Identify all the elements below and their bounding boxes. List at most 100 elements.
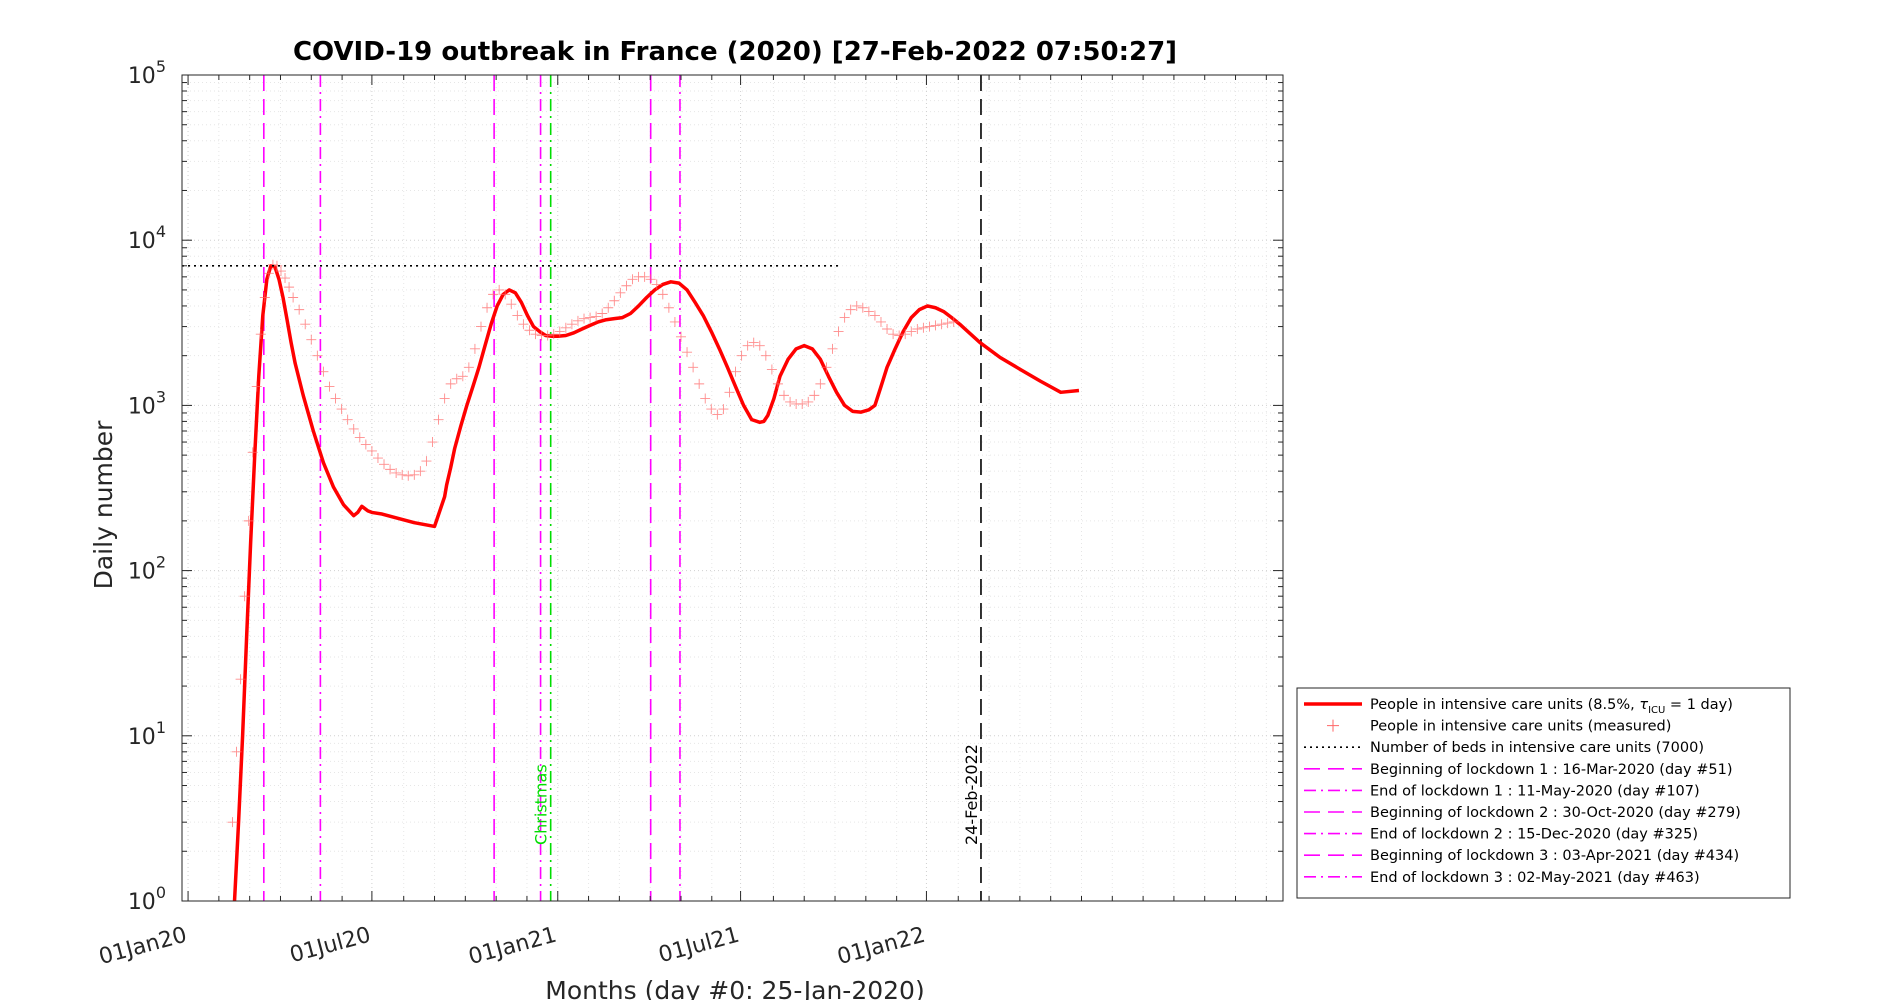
measured-point <box>300 319 311 330</box>
measured-point <box>548 329 559 340</box>
measured-point <box>663 302 674 313</box>
measured-point <box>930 320 941 331</box>
measured-markers <box>227 259 959 828</box>
measured-point <box>785 396 796 407</box>
plot-frame <box>181 74 1284 902</box>
legend-entry: End of lockdown 3 : 02-May-2021 (day #46… <box>1370 870 1700 886</box>
measured-point <box>936 319 947 330</box>
event-line-label: 24-Feb-2022 <box>962 744 981 845</box>
measured-point <box>706 404 717 415</box>
y-axis-label: Daily number <box>89 420 118 589</box>
measured-point <box>354 432 365 443</box>
legend-entry: People in intensive care units (measured… <box>1370 719 1671 735</box>
measured-point <box>736 350 747 361</box>
measured-point <box>397 469 408 480</box>
measured-point <box>882 324 893 335</box>
measured-point <box>669 316 680 327</box>
chart-title: COVID-19 outbreak in France (2020) [27-F… <box>293 37 1177 67</box>
measured-point <box>512 310 523 321</box>
legend: People in intensive care units (8.5%, τI… <box>1296 687 1791 899</box>
measured-point <box>718 404 729 415</box>
measured-point <box>403 470 414 481</box>
measured-point <box>494 284 505 295</box>
legend-entry: End of lockdown 1 : 11-May-2020 (day #10… <box>1370 783 1700 799</box>
measured-point <box>366 445 377 456</box>
minor-grid <box>182 75 1283 901</box>
measured-point <box>385 464 396 475</box>
legend-swatch <box>1327 719 1339 732</box>
vertical-event-lines: Christmas 24-Feb-2022 <box>263 75 982 901</box>
legend-entry: Beginning of lockdown 3 : 03-Apr-2021 (d… <box>1370 848 1739 864</box>
measured-point <box>851 300 862 311</box>
measured-point <box>900 329 911 340</box>
measured-point <box>766 364 777 375</box>
measured-point <box>554 326 565 337</box>
measured-point <box>918 322 929 333</box>
y-tick-label: 100 <box>128 883 166 915</box>
measured-point <box>500 289 511 300</box>
measured-point <box>275 266 286 277</box>
legend-entry: Beginning of lockdown 1 : 16-Mar-2020 (d… <box>1370 762 1732 778</box>
measured-point <box>809 390 820 401</box>
measured-point <box>700 393 711 404</box>
measured-point <box>688 362 699 373</box>
measured-point <box>579 313 590 324</box>
measured-point <box>451 373 462 384</box>
measured-point <box>294 304 305 315</box>
measured-point <box>833 326 844 337</box>
measured-point <box>742 340 753 351</box>
x-tick-labels: 01Jan20 01Jul20 01Jan21 01Jul21 01Jan22 <box>96 923 928 970</box>
legend-box <box>1296 687 1791 899</box>
measured-point <box>566 319 577 330</box>
measured-point <box>803 396 814 407</box>
measured-point <box>621 280 632 291</box>
event-line-label: Christmas <box>532 764 551 845</box>
measured-point <box>615 287 626 298</box>
major-grid <box>182 74 1283 902</box>
measured-point <box>506 299 517 310</box>
measured-point <box>754 340 765 351</box>
measured-point <box>948 316 959 327</box>
legend-entry: People in intensive care units (8.5%, τI… <box>1370 697 1733 716</box>
measured-point <box>603 302 614 313</box>
measured-point <box>639 271 650 282</box>
measured-point <box>585 312 596 323</box>
measured-point <box>482 302 493 313</box>
measured-point <box>657 289 668 300</box>
y-tick-label: 102 <box>128 553 166 585</box>
measured-point <box>457 371 468 382</box>
measured-point <box>912 324 923 335</box>
measured-point <box>463 362 474 373</box>
measured-point <box>415 466 426 477</box>
measured-point <box>259 292 270 303</box>
measured-point <box>857 302 868 313</box>
measured-point <box>255 329 266 340</box>
measured-point <box>235 674 246 685</box>
measured-point <box>348 423 359 434</box>
measured-point <box>724 387 735 398</box>
measured-point <box>445 378 456 389</box>
measured-point <box>645 274 656 285</box>
measured-point <box>888 329 899 340</box>
measured-point <box>542 330 553 341</box>
measured-point <box>694 378 705 389</box>
measured-point <box>869 310 880 321</box>
x-tick-label: 01Jan21 <box>466 923 559 970</box>
icu-model-line <box>232 264 1080 901</box>
measured-point <box>609 295 620 306</box>
measured-point <box>251 381 262 392</box>
y-tick-label: 104 <box>128 222 166 254</box>
axis-ticks <box>182 74 1283 902</box>
measured-point <box>421 456 432 467</box>
x-tick-label: 01Jul20 <box>287 923 373 969</box>
measured-point <box>318 366 329 377</box>
measured-point <box>288 292 299 303</box>
measured-point <box>263 268 274 279</box>
measured-point <box>675 331 686 342</box>
measured-point <box>730 366 741 377</box>
measured-point <box>797 398 808 409</box>
measured-point <box>312 350 323 361</box>
measured-point <box>336 404 347 415</box>
measured-point <box>372 453 383 464</box>
